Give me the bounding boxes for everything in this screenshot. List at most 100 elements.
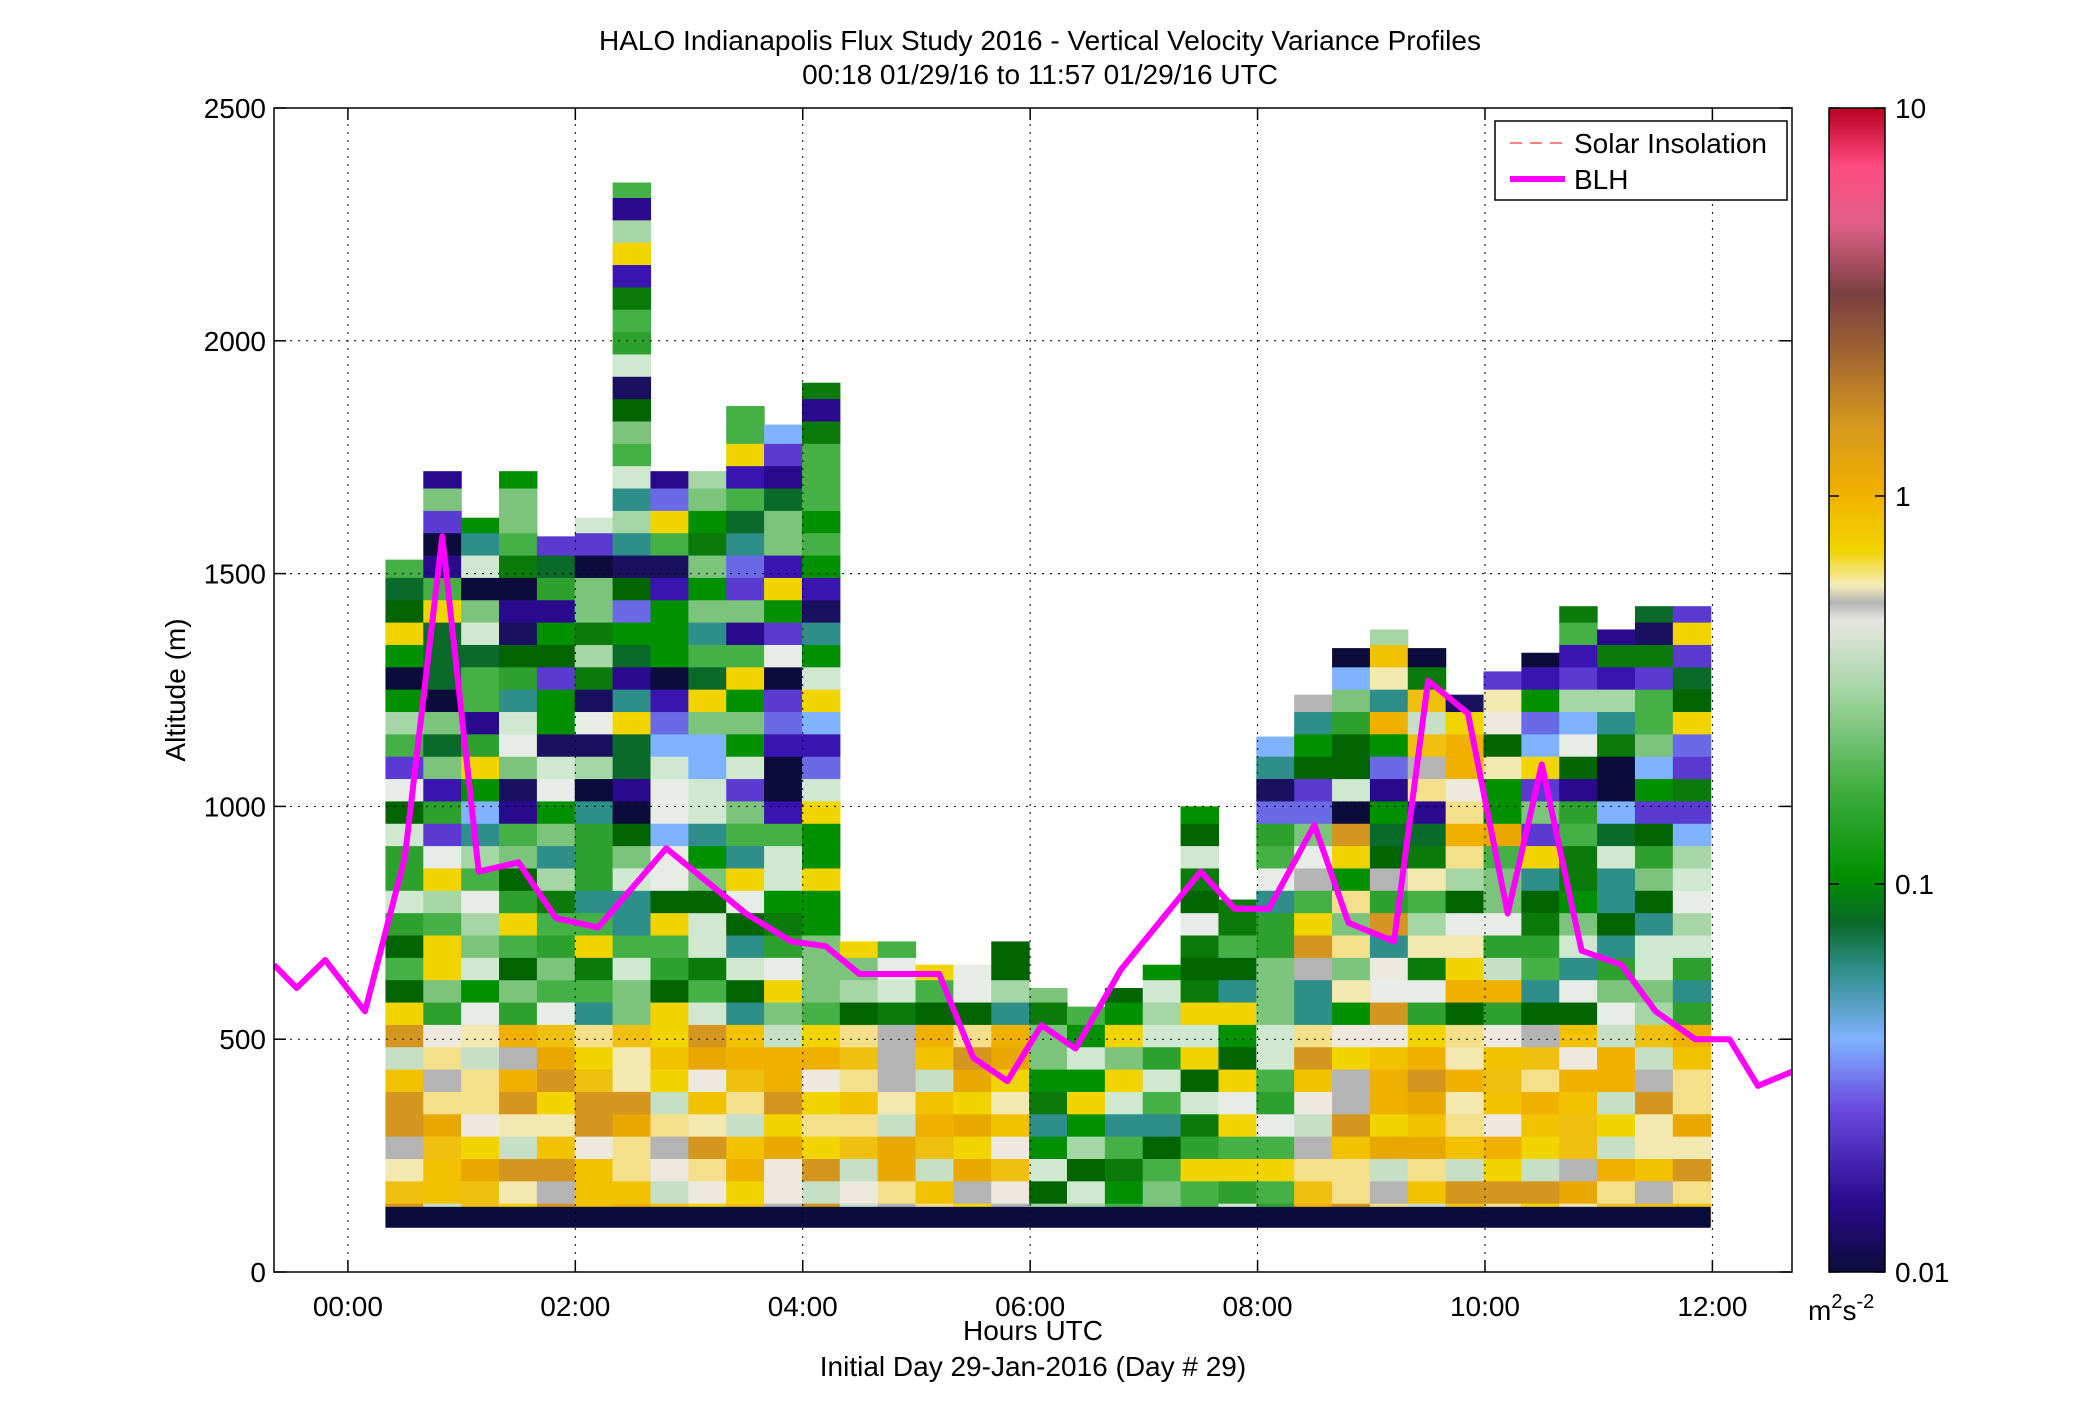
heatmap-cell <box>1407 1046 1447 1070</box>
heatmap-cell <box>423 1001 462 1025</box>
heatmap-cell <box>1256 934 1295 958</box>
heatmap-cell <box>1067 1046 1106 1070</box>
heatmap-cell <box>461 689 500 713</box>
heatmap-cell <box>1483 800 1522 824</box>
heatmap-cell <box>764 622 803 645</box>
x-tick-label: 10:00 <box>1450 1291 1520 1322</box>
heatmap-cell <box>1294 694 1333 713</box>
heatmap-cell <box>461 1001 500 1025</box>
heatmap-cell <box>1104 987 1144 1003</box>
heatmap-cell <box>1332 666 1371 690</box>
heatmap-cell <box>726 778 765 802</box>
heatmap-cell <box>1521 1113 1560 1137</box>
heatmap-cell <box>650 957 689 981</box>
colorbar-unit-sup1: 2 <box>1831 1291 1842 1313</box>
heatmap-cell <box>726 644 765 668</box>
colorbar-tick-label: 1 <box>1895 481 1911 512</box>
heatmap-cell <box>650 1046 689 1070</box>
heatmap-cell <box>461 577 500 601</box>
heatmap-cell <box>423 471 462 489</box>
heatmap-cell <box>1332 1136 1371 1159</box>
heatmap-cell <box>1180 845 1220 869</box>
heatmap-cell <box>688 1113 727 1137</box>
heatmap-cell <box>1180 1001 1220 1025</box>
heatmap-cell <box>1672 606 1712 623</box>
heatmap-cell <box>1483 1069 1522 1092</box>
heatmap-cell <box>1672 1091 1712 1115</box>
heatmap-cell <box>650 823 689 847</box>
heatmap-cell <box>991 1158 1030 1182</box>
heatmap-cell <box>764 1024 803 1048</box>
heatmap-cell <box>650 1180 689 1204</box>
heatmap-cell <box>801 689 841 713</box>
heatmap-cell <box>1067 1136 1106 1159</box>
heatmap-cell <box>953 1091 992 1115</box>
heatmap-cell <box>385 912 424 936</box>
heatmap-cell <box>1597 1069 1636 1092</box>
heatmap-cell <box>1294 1024 1333 1048</box>
heatmap-cell <box>688 1136 727 1159</box>
heatmap-cell <box>536 622 576 645</box>
x-axis-label: Hours UTC <box>963 1315 1103 1346</box>
heatmap-cell <box>1597 1001 1636 1025</box>
heatmap-cell <box>1067 1091 1106 1115</box>
heatmap-cell <box>1521 957 1560 981</box>
heatmap-cell <box>1332 934 1371 958</box>
heatmap-cell <box>1634 711 1674 735</box>
heatmap-cell <box>877 1113 917 1137</box>
heatmap-cell <box>650 1136 689 1159</box>
heatmap-cell <box>574 644 614 668</box>
heatmap-cell <box>1634 800 1674 824</box>
heatmap-cell <box>1180 1024 1220 1048</box>
heatmap-cell <box>1559 711 1598 735</box>
heatmap-cell <box>877 1091 917 1115</box>
heatmap-bottom-band <box>385 1206 1711 1228</box>
heatmap-cell <box>764 957 803 981</box>
heatmap-cell <box>1634 934 1674 958</box>
plot-frame <box>273 107 1793 1273</box>
heatmap-cell <box>915 1158 954 1182</box>
heatmap-cell <box>499 1158 538 1182</box>
heatmap-cell <box>1104 1001 1144 1025</box>
legend-label-blh: BLH <box>1574 164 1628 195</box>
heatmap-cell <box>499 471 538 489</box>
heatmap-cell <box>1294 1091 1333 1115</box>
heatmap-cell <box>839 941 879 958</box>
heatmap-cell <box>574 1024 614 1048</box>
heatmap-cell <box>574 689 614 713</box>
heatmap-cell <box>1218 912 1257 936</box>
heatmap-cell <box>423 1180 462 1204</box>
heatmap-cell <box>1369 756 1409 780</box>
heatmap-cell <box>764 890 803 914</box>
heatmap-cell <box>1672 1136 1712 1159</box>
heatmap-cell <box>423 487 462 511</box>
heatmap-cell <box>1483 934 1522 958</box>
heatmap-cell <box>688 577 727 601</box>
heatmap-cell <box>612 465 652 489</box>
heatmap-cell <box>1559 622 1598 645</box>
heatmap-cell <box>801 1180 841 1204</box>
heatmap-cell <box>991 957 1030 981</box>
heatmap-cell <box>1445 1180 1485 1204</box>
heatmap-cell <box>1256 1069 1295 1092</box>
heatmap-cell <box>953 1158 992 1182</box>
heatmap-cell <box>1672 1113 1712 1137</box>
heatmap-cell <box>726 443 765 467</box>
heatmap-cell <box>953 1180 992 1204</box>
heatmap-cell <box>612 733 652 757</box>
heatmap-cell <box>423 867 462 891</box>
heatmap-cell <box>1672 1069 1712 1092</box>
colorbar-unit-base: m <box>1808 1295 1831 1326</box>
heatmap-cell <box>1634 1024 1674 1048</box>
heatmap-cell <box>1521 1136 1560 1159</box>
heatmap-cell <box>1407 890 1447 914</box>
heatmap-cell <box>423 957 462 981</box>
heatmap-cell <box>650 532 689 556</box>
heatmap-cell <box>688 1091 727 1115</box>
heatmap-cell <box>1104 1024 1144 1048</box>
heatmap-cell <box>801 845 841 869</box>
heatmap-cell <box>764 1046 803 1070</box>
heatmap-cell <box>1672 1180 1712 1204</box>
heatmap-cell <box>1521 1180 1560 1204</box>
heatmap-cell <box>423 689 462 713</box>
